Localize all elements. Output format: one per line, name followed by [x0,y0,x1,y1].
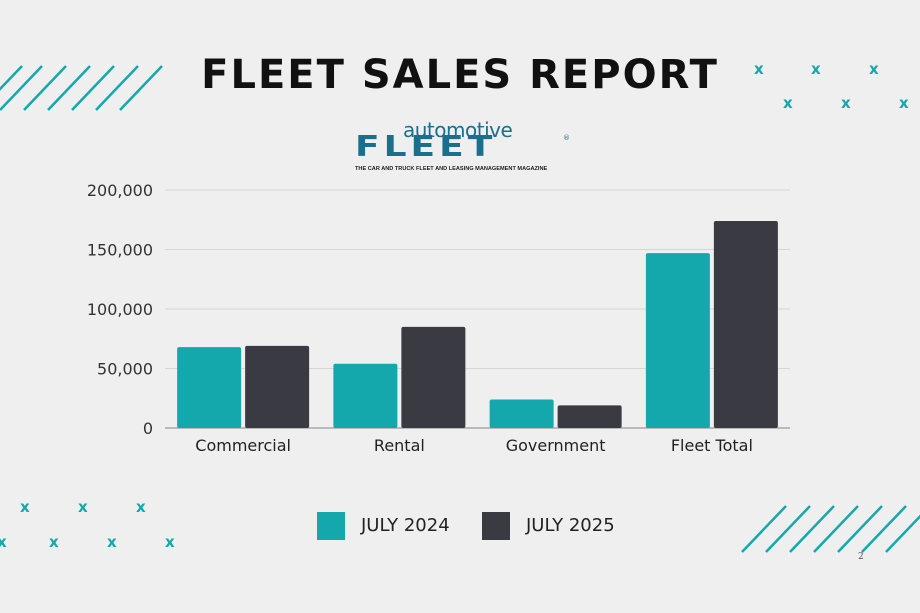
x-icon: x [0,533,7,551]
y-tick-label: 50,000 [97,360,153,379]
x-tick-label: Rental [374,436,425,455]
page-number: 2 [858,552,864,562]
bar-july-2024 [489,399,554,428]
logo-top-word: automotive [403,118,513,142]
legend-label-july-2025: JULY 2025 [526,515,615,536]
legend-label-july-2024: JULY 2024 [361,515,450,536]
x-icon: x [165,533,175,551]
stripes-decoration-bottom-right [741,505,920,553]
bar-chart: 0 50,000 100,000 150,000 200,000 Commercial Re… [87,181,790,455]
x-tick-label: Fleet Total [671,436,753,455]
x-icon: x [20,498,30,516]
x-icon: x [754,60,764,78]
legend-swatch-july-2024 [317,512,345,540]
x-icon: x [841,94,851,112]
bar-july-2024 [333,363,398,428]
x-icon: x [49,533,59,551]
x-icon: x [136,498,146,516]
bar-july-2025 [245,345,310,428]
bar-july-2025 [557,405,622,428]
y-tick-label: 200,000 [87,181,153,200]
bar-july-2025 [713,220,778,428]
x-icon: x [107,533,117,551]
x-icon: x [899,94,909,112]
x-tick-label: Government [506,436,606,455]
y-tick-label: 150,000 [87,241,153,260]
bar-july-2024 [645,253,710,428]
x-icon: x [78,498,88,516]
x-tick-label: Commercial [195,436,291,455]
bar-july-2025 [401,326,466,428]
page-title: FLEET SALES REPORT [201,52,719,98]
logo-main-word: FLEET [355,130,497,164]
x-icon: x [783,94,793,112]
legend-swatch-july-2025 [482,512,510,540]
y-tick-label: 100,000 [87,300,153,319]
stripes-decoration-top-left [0,65,163,111]
y-tick-label: 0 [143,419,153,438]
automotive-fleet-logo: automotive FLEET ® THE CAR AND TRUCK FLE… [355,118,570,174]
bar-july-2024 [177,347,242,428]
logo-tagline: THE CAR AND TRUCK FLEET AND LEASING MANA… [355,166,548,172]
x-icon: x [811,60,821,78]
x-icon: x [869,60,879,78]
logo-registered-mark: ® [563,134,570,142]
